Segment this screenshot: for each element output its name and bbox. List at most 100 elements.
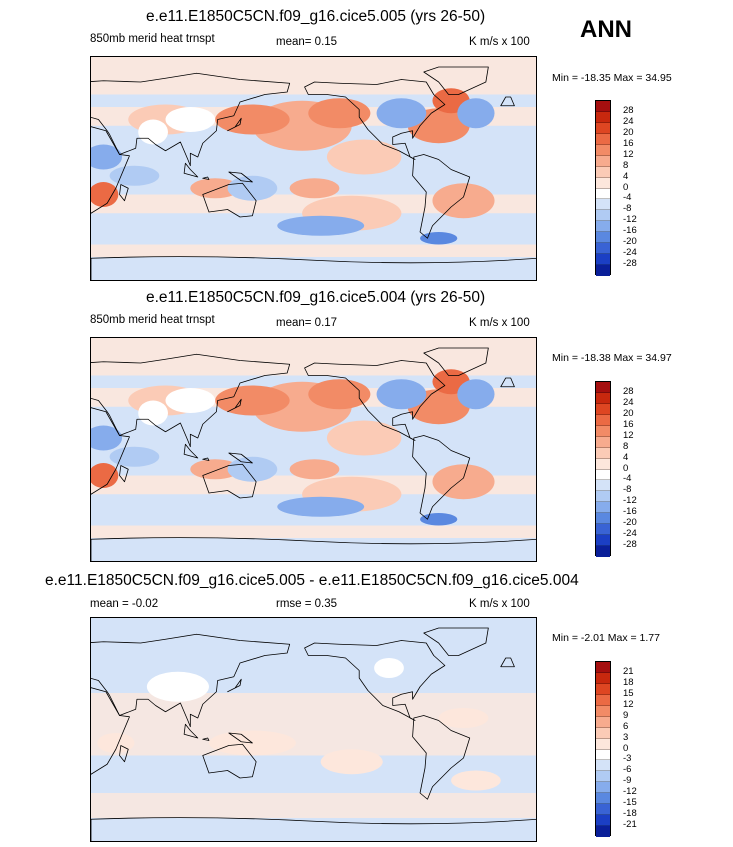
field-band <box>91 57 536 95</box>
coastline <box>304 640 446 721</box>
coastline <box>412 435 471 520</box>
colorbar-swatch <box>596 683 610 695</box>
field-band <box>91 244 536 257</box>
colorbar-swatch <box>596 458 610 470</box>
coastline <box>119 184 129 202</box>
field-contour-region <box>227 175 278 201</box>
field-contour-region <box>277 496 365 517</box>
field-contour-region <box>109 165 160 186</box>
field-contour-region <box>374 658 404 678</box>
field-contour-region <box>308 379 371 410</box>
colorbar-tick-label: 15 <box>623 687 634 699</box>
colorbar-swatch <box>596 760 610 772</box>
colorbar-swatch <box>596 662 610 673</box>
panel-1-minmax: Min = -18.35 Max = 34.95 <box>552 72 672 84</box>
colorbar-swatch <box>596 513 610 525</box>
colorbar-swatch <box>596 469 610 481</box>
coastline <box>91 353 291 448</box>
colorbar-tick-label: 24 <box>623 396 634 408</box>
field-contour-region <box>91 463 119 488</box>
colorbar-swatch <box>596 815 610 827</box>
field-contour-region <box>91 144 123 170</box>
colorbar-tick-label: 18 <box>623 676 634 688</box>
panel-2-colorbar <box>595 381 611 557</box>
panel-2-units-label: K m/s x 100 <box>469 317 530 329</box>
colorbar-tick-label: -3 <box>623 753 632 765</box>
field-contour-region <box>289 459 340 480</box>
colorbar-swatch <box>596 694 610 706</box>
colorbar-tick-label: 12 <box>623 148 634 160</box>
colorbar-tick-label: -8 <box>623 203 632 215</box>
colorbar-tick-label: -28 <box>623 258 637 270</box>
colorbar-swatch <box>596 826 610 837</box>
colorbar-tick-label: -9 <box>623 775 632 787</box>
colorbar-swatch <box>596 672 610 684</box>
coastline <box>412 715 471 800</box>
field-contour-region <box>138 119 168 145</box>
colorbar-tick-label: -15 <box>623 797 637 809</box>
season-label: ANN <box>580 16 632 43</box>
field-contour-region <box>326 139 402 175</box>
colorbar-tick-label: 21 <box>623 665 634 677</box>
field-contour-region <box>432 183 495 219</box>
colorbar-swatch <box>596 210 610 222</box>
colorbar-swatch <box>596 546 610 557</box>
colorbar-swatch <box>596 716 610 728</box>
colorbar-tick-label: 9 <box>623 709 629 721</box>
field-contour-region <box>91 425 123 451</box>
coastline <box>423 66 489 95</box>
colorbar-swatch <box>596 265 610 276</box>
colorbar-swatch <box>596 491 610 503</box>
coastline <box>202 737 210 741</box>
panel-2-minmax: Min = -18.38 Max = 34.97 <box>552 352 672 364</box>
colorbar-swatch <box>596 782 610 794</box>
field-contour-region <box>457 98 495 129</box>
colorbar-swatch <box>596 403 610 415</box>
colorbar-tick-label: 4 <box>623 451 629 463</box>
field-contour-region <box>376 98 427 129</box>
colorbar-tick-label: -4 <box>623 473 632 485</box>
field-contour-region <box>190 178 240 199</box>
colorbar-tick-label: -20 <box>623 517 637 529</box>
colorbar-tick-label: -8 <box>623 484 632 496</box>
panel-2-map <box>90 337 537 562</box>
colorbar-tick-label: -28 <box>623 539 637 551</box>
field-contour-region <box>91 182 119 207</box>
field-contour-region <box>138 400 168 426</box>
panel-3-rmse-label: rmse = 0.35 <box>276 598 338 610</box>
colorbar-tick-label: 0 <box>623 742 629 754</box>
panel-3-minmax: Min = -2.01 Max = 1.77 <box>552 632 660 644</box>
panel-3-mean-label: mean = -0.02 <box>90 598 159 610</box>
panel-3-title: e.e11.E1850C5CN.f09_g16.cice5.005 - e.e1… <box>45 572 579 589</box>
colorbar-tick-label: 0 <box>623 462 629 474</box>
coastline <box>91 126 130 214</box>
coastline <box>228 732 253 744</box>
field-contour-region <box>215 104 290 135</box>
colorbar-tick-label: 6 <box>623 720 629 732</box>
colorbar-tick-label: 0 <box>623 181 629 193</box>
colorbar-swatch <box>596 738 610 750</box>
field-contour-region <box>376 379 427 410</box>
colorbar-swatch <box>596 749 610 761</box>
colorbar-tick-label: 20 <box>623 407 634 419</box>
colorbar-tick-label: 4 <box>623 170 629 182</box>
panel-1-units-label: K m/s x 100 <box>469 36 530 48</box>
coastline <box>304 79 446 160</box>
panel-3-map-svg <box>91 618 536 841</box>
field-band <box>91 525 536 538</box>
colorbar-tick-label: 8 <box>623 440 629 452</box>
field-band <box>91 338 536 376</box>
colorbar-swatch <box>596 804 610 816</box>
colorbar-swatch <box>596 392 610 404</box>
colorbar-swatch <box>596 436 610 448</box>
colorbar-tick-label: -12 <box>623 495 637 507</box>
field-contour-region <box>420 513 458 526</box>
coastline <box>91 407 130 495</box>
panel-2-mean-label: mean= 0.17 <box>276 317 338 329</box>
colorbar-swatch <box>596 502 610 514</box>
antarctica-coastline <box>91 256 536 280</box>
coastline <box>227 117 242 132</box>
coastline <box>202 457 210 461</box>
colorbar-swatch <box>596 447 610 459</box>
coastline <box>119 465 129 483</box>
